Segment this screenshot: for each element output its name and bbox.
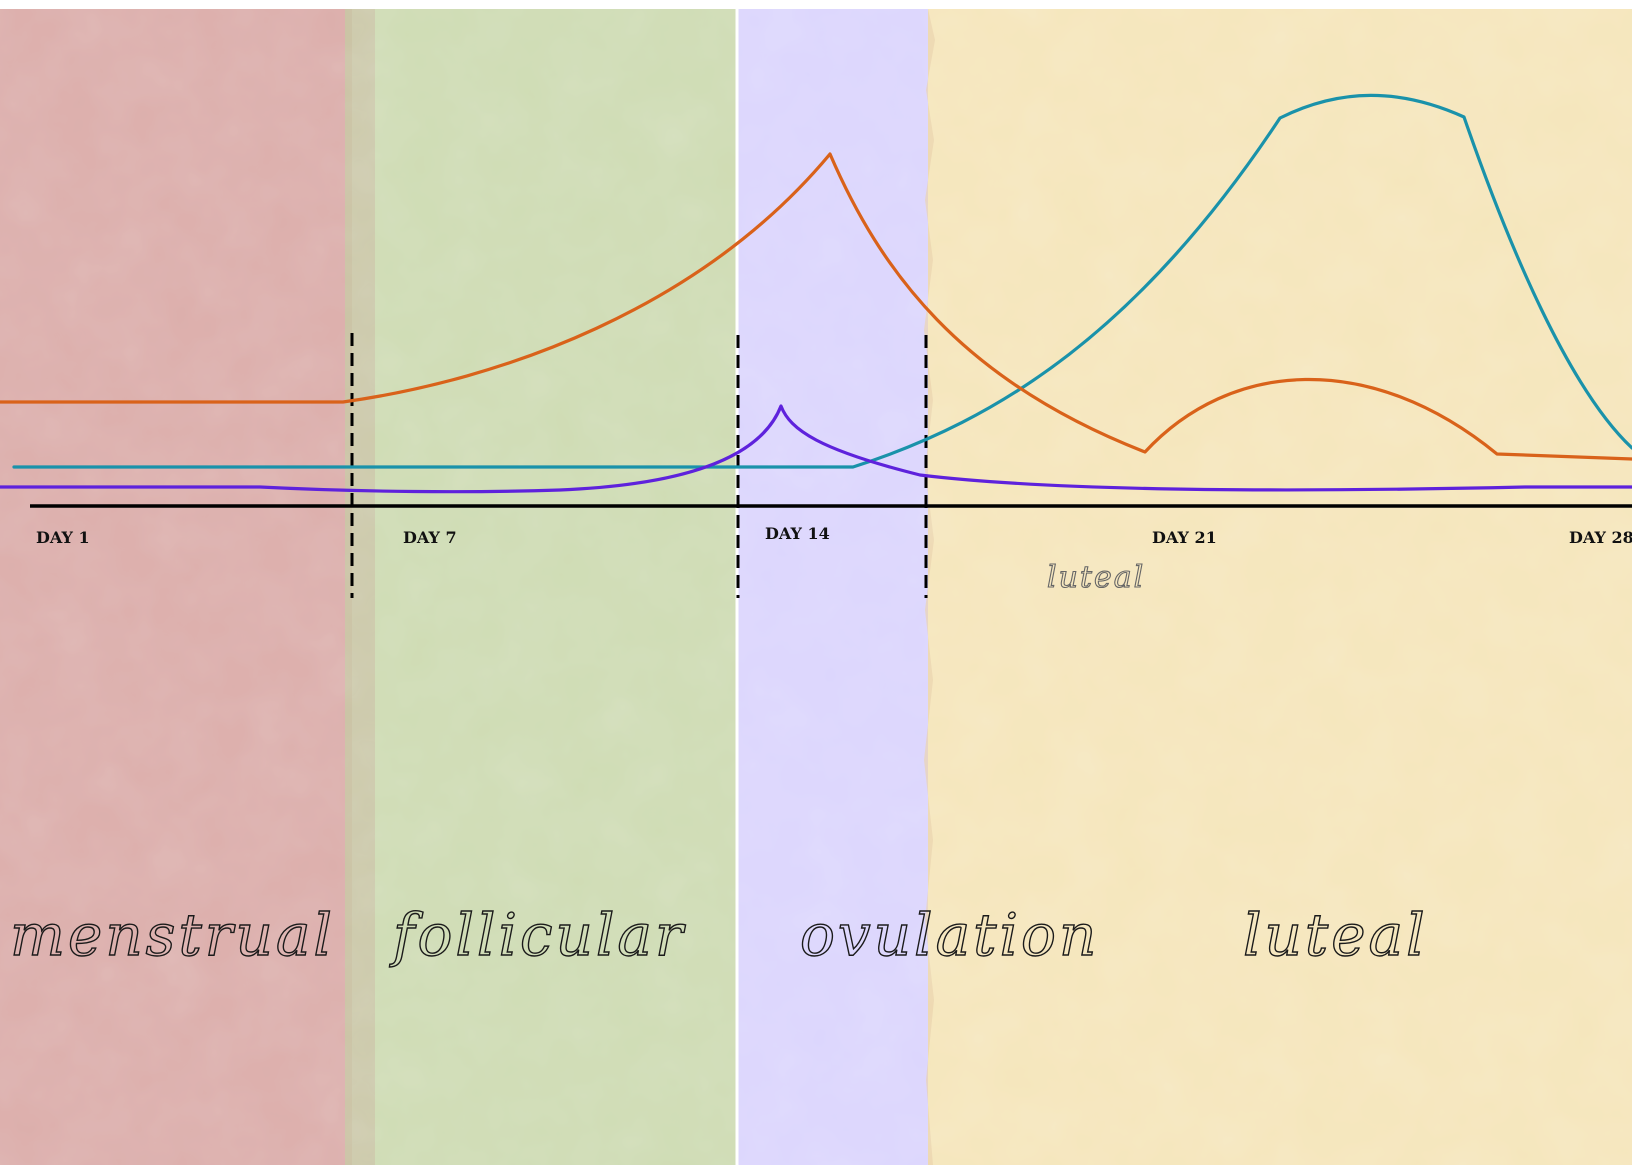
day-label-14: DAY 14: [765, 524, 830, 543]
phase-label-luteal: luteal: [1243, 901, 1428, 969]
hormone-curves: [0, 93, 1632, 494]
menstrual-follicular-overlap: [345, 9, 375, 1165]
day-label-21: DAY 21: [1152, 528, 1217, 547]
phase-bands: [0, 9, 1632, 1165]
phase-label-menstrual: menstrual: [10, 901, 335, 969]
day-label-7: DAY 7: [403, 528, 457, 547]
menstrual-band: [0, 9, 352, 1165]
phase-labels: menstrual follicular ovulation luteal: [9, 900, 1428, 969]
ovulation-band: [738, 9, 928, 1165]
phase-label-ovulation: ovulation: [800, 901, 1099, 969]
teal-hormone-curve: [12, 93, 1632, 469]
luteal-small-label: luteal: [1047, 560, 1145, 595]
orange-hormone-curve: [0, 152, 1632, 461]
day-label-28: DAY 28: [1569, 528, 1632, 547]
follicular-band: [375, 9, 736, 1165]
ovulation-luteal-torn-edge: [924, 9, 935, 1165]
purple-hormone-curve: [0, 404, 1632, 494]
phase-label-follicular: follicular: [389, 901, 686, 969]
day-label-1: DAY 1: [36, 528, 90, 547]
day-labels: DAY 1 DAY 7 DAY 14 DAY 21 DAY 28: [36, 524, 1632, 547]
luteal-band: [928, 9, 1632, 1165]
